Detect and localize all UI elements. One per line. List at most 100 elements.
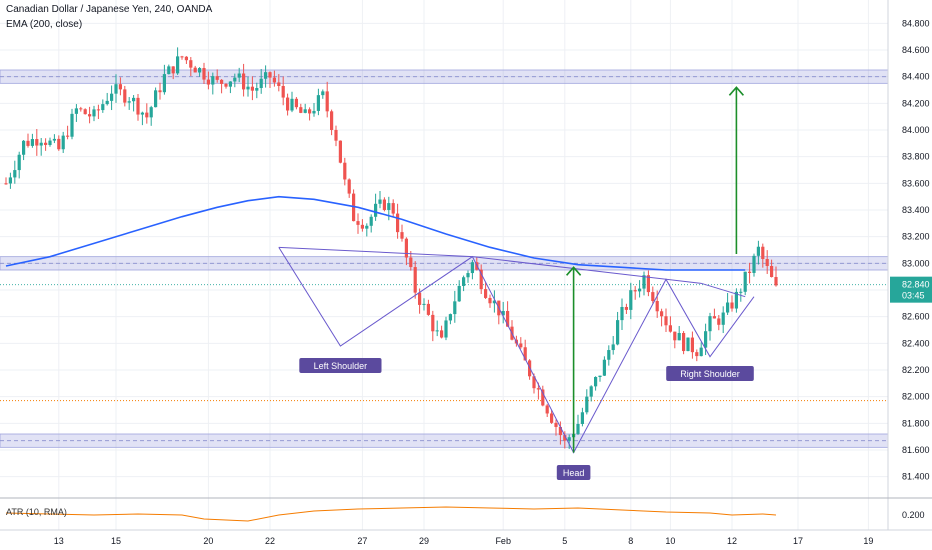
candle-body — [250, 86, 254, 91]
candle-body — [550, 413, 554, 423]
candle-body — [765, 259, 769, 266]
candle-body — [233, 77, 237, 82]
candle-body — [677, 332, 681, 341]
candle-body — [44, 142, 48, 145]
candle-countdown: 03:45 — [902, 291, 925, 301]
candle-body — [695, 352, 699, 357]
candle-body — [492, 300, 496, 304]
chart-title: Canadian Dollar / Japanese Yen, 240, OAN… — [6, 4, 213, 15]
candle-body — [198, 68, 202, 73]
candle-body — [448, 314, 452, 321]
last-price-value: 82.840 — [902, 280, 930, 290]
candle-body — [734, 291, 738, 309]
candle-body — [118, 84, 122, 90]
candle-body — [567, 437, 571, 441]
time-tick-label: 19 — [863, 536, 873, 546]
atr-pane: 0.200 — [0, 497, 932, 522]
price-tick-label: 82.400 — [902, 338, 930, 348]
price-axis[interactable]: 84.800 84.600 84.400 84.200 84.000 83.800 83.6… — [887, 0, 932, 530]
candle-body — [633, 290, 637, 292]
candle-body — [704, 331, 708, 348]
candle-body — [501, 310, 505, 316]
candle-body — [4, 183, 8, 185]
candle-body — [105, 100, 109, 105]
candle-body — [66, 135, 70, 137]
candle-body — [453, 301, 457, 315]
candle-body — [79, 108, 83, 110]
price-tick-label: 83.000 — [902, 258, 930, 268]
left-shoulder-label-box — [299, 358, 382, 373]
candle-body — [580, 412, 584, 424]
candle-body — [541, 389, 545, 406]
candle-body — [167, 66, 171, 75]
candle-body — [39, 142, 43, 146]
candle-body — [162, 74, 166, 93]
candle-body — [444, 320, 448, 338]
candle-body — [664, 316, 668, 326]
candle-body — [35, 139, 39, 146]
candle-body — [242, 73, 246, 90]
time-axis[interactable]: 13 15 20 22 27 29 Feb 5 8 10 12 17 19 — [0, 529, 932, 546]
candle-body — [712, 316, 716, 319]
candle-body — [378, 199, 382, 204]
candle-body — [202, 68, 206, 80]
head-label: Head — [563, 468, 585, 478]
candle-body — [334, 129, 338, 141]
candle-body — [48, 140, 52, 145]
candle-body — [699, 347, 703, 357]
ema-legend: EMA (200, close) — [6, 19, 83, 30]
candle-body — [92, 109, 96, 117]
time-tick-label: 27 — [357, 536, 367, 546]
candle-body — [462, 277, 466, 286]
candle-body — [88, 114, 92, 117]
candle-body — [739, 291, 743, 293]
candle-body — [286, 97, 290, 111]
candle-body — [743, 271, 747, 292]
time-tick-label: 29 — [419, 536, 429, 546]
price-tick-label: 83.400 — [902, 205, 930, 215]
candle-body — [123, 89, 127, 103]
candle-body — [382, 199, 386, 210]
candle-body — [748, 271, 752, 273]
candle-body — [57, 138, 61, 150]
pattern-annotations: Left Shoulder Head Right Shoulder — [299, 358, 754, 480]
candle-body — [171, 66, 175, 74]
candle-body — [396, 213, 400, 233]
candle-body — [259, 78, 263, 89]
candle-body — [523, 347, 527, 361]
candle-body — [682, 332, 686, 352]
price-tick-label: 84.600 — [902, 45, 930, 55]
candle-body — [756, 246, 760, 256]
target-arrows — [565, 86, 745, 453]
candle-body — [101, 104, 105, 111]
candle-body — [536, 388, 540, 390]
candle-body — [611, 344, 615, 351]
candle-body — [132, 97, 136, 102]
candle-body — [440, 330, 444, 338]
candle-body — [52, 138, 56, 141]
candle-body — [616, 320, 620, 345]
candle-body — [206, 79, 210, 85]
neckline — [278, 246, 746, 298]
candle-body — [409, 257, 413, 268]
target-arrow-head — [728, 86, 745, 96]
time-tick-label: 10 — [665, 536, 675, 546]
candle-body — [519, 343, 523, 348]
right-shoulder-label-box — [666, 366, 754, 381]
candle-body — [180, 56, 184, 58]
candle-body — [70, 113, 74, 137]
price-tick-label: 82.600 — [902, 312, 930, 322]
candle-body — [246, 86, 250, 90]
candle-body — [30, 139, 34, 146]
candle-body — [585, 396, 589, 413]
price-tick-label: 82.200 — [902, 365, 930, 375]
price-tick-label: 82.000 — [902, 392, 930, 402]
price-tick-label: 83.600 — [902, 178, 930, 188]
time-tick-label: 17 — [793, 536, 803, 546]
candle-body — [61, 135, 65, 150]
candle-body — [211, 76, 215, 85]
candle-body — [431, 314, 435, 332]
candle-body — [708, 316, 712, 332]
candle-body — [277, 82, 281, 86]
